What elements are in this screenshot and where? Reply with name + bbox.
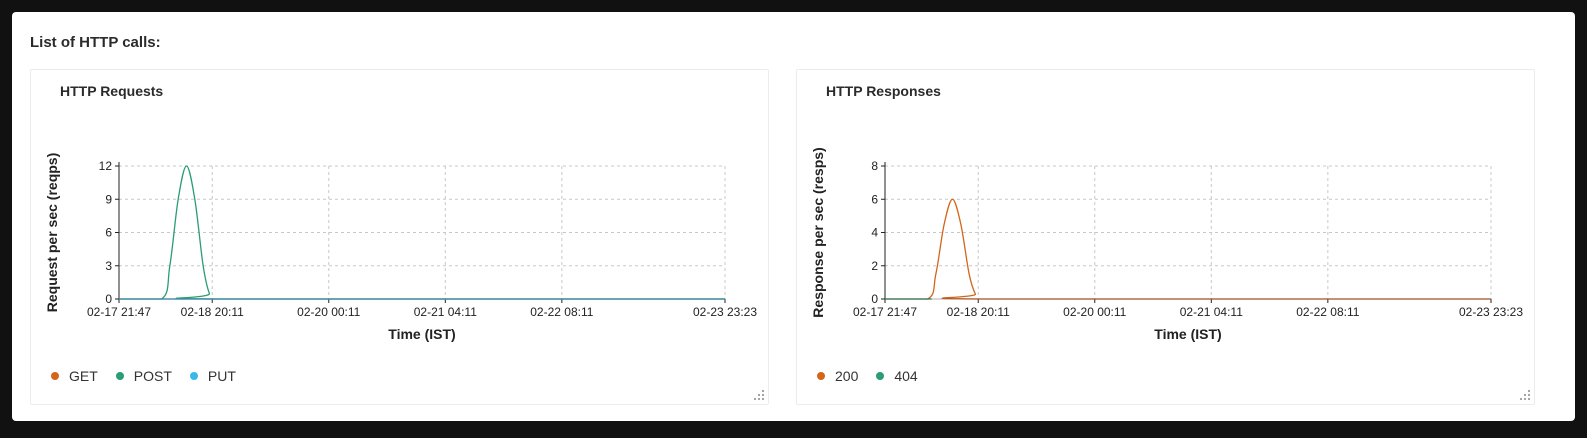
panel-title: HTTP Requests (60, 83, 164, 99)
resize-grip-icon[interactable] (753, 389, 765, 401)
http-responses-chart: 0 2 4 6 8 02-17 21:47 02-18 20:11 02-20 00:11 02… (810, 147, 1523, 342)
dot-icon (51, 372, 59, 380)
y-tick-label: 0 (105, 292, 112, 306)
x-tick-label: 02-22 08:11 (530, 305, 593, 319)
section-title: List of HTTP calls: (30, 34, 161, 51)
x-tick-label: 02-22 08:11 (1296, 305, 1359, 319)
http-requests-panel: HTTP Requests 0 3 6 9 12 02-17 21:47 02-18 20:… (30, 69, 769, 405)
resize-grip-icon[interactable] (1519, 389, 1531, 401)
x-axis-label: Time (IST) (388, 326, 455, 342)
y-tick-label: 8 (871, 159, 878, 173)
x-tick-label: 02-21 04:11 (1180, 305, 1243, 319)
panel-title: HTTP Responses (826, 83, 941, 99)
legend-item-get[interactable]: GET (51, 368, 98, 384)
y-tick-label: 12 (99, 159, 113, 173)
legend-item-200[interactable]: 200 (817, 368, 858, 384)
legend-label: POST (133, 368, 172, 384)
legend-label: GET (69, 368, 98, 384)
legend-item-post[interactable]: POST (115, 368, 172, 384)
dot-icon (876, 372, 885, 380)
http-requests-chart: 0 3 6 9 12 02-17 21:47 02-18 20:11 02-20 00:11 0… (44, 153, 757, 342)
x-tick-label: 02-18 20:11 (181, 305, 244, 319)
x-tick-label: 02-20 00:11 (297, 305, 360, 319)
http-responses-panel: HTTP Responses 0 2 4 6 8 02-17 21:47 02-18 20:… (796, 69, 1535, 405)
dot-icon (189, 372, 198, 380)
x-tick-label: 02-23 23:23 (1459, 305, 1523, 319)
y-tick-label: 0 (871, 292, 878, 306)
legend-item-404[interactable]: 404 (876, 368, 918, 384)
dot-icon (817, 372, 825, 380)
y-tick-label: 6 (871, 192, 878, 206)
y-tick-label: 9 (105, 192, 112, 206)
series-line-200 (884, 198, 1491, 300)
x-tick-label: 02-17 21:47 (853, 305, 917, 319)
x-tick-label: 02-23 23:23 (693, 305, 757, 319)
http-responses-legend: 200 404 (817, 368, 936, 384)
legend-item-put[interactable]: PUT (189, 368, 236, 384)
http-requests-legend: GET POST PUT (51, 368, 254, 384)
y-axis-label: Request per sec (reqps) (44, 153, 60, 313)
y-tick-label: 2 (871, 259, 878, 273)
x-tick-label: 02-18 20:11 (947, 305, 1010, 319)
legend-label: 404 (894, 368, 918, 384)
legend-label: PUT (207, 368, 236, 384)
y-tick-label: 6 (105, 226, 112, 240)
x-axis-label: Time (IST) (1154, 326, 1221, 342)
y-tick-label: 3 (105, 259, 112, 273)
legend-label: 200 (835, 368, 859, 384)
y-tick-label: 4 (871, 226, 878, 240)
x-tick-label: 02-17 21:47 (87, 305, 151, 319)
dashboard-frame: List of HTTP calls: HTTP Requests 0 3 6 9 12… (12, 12, 1575, 421)
y-axis-label: Response per sec (resps) (810, 147, 826, 317)
x-tick-label: 02-21 04:11 (414, 305, 477, 319)
dot-icon (115, 372, 124, 380)
x-tick-label: 02-20 00:11 (1063, 305, 1126, 319)
